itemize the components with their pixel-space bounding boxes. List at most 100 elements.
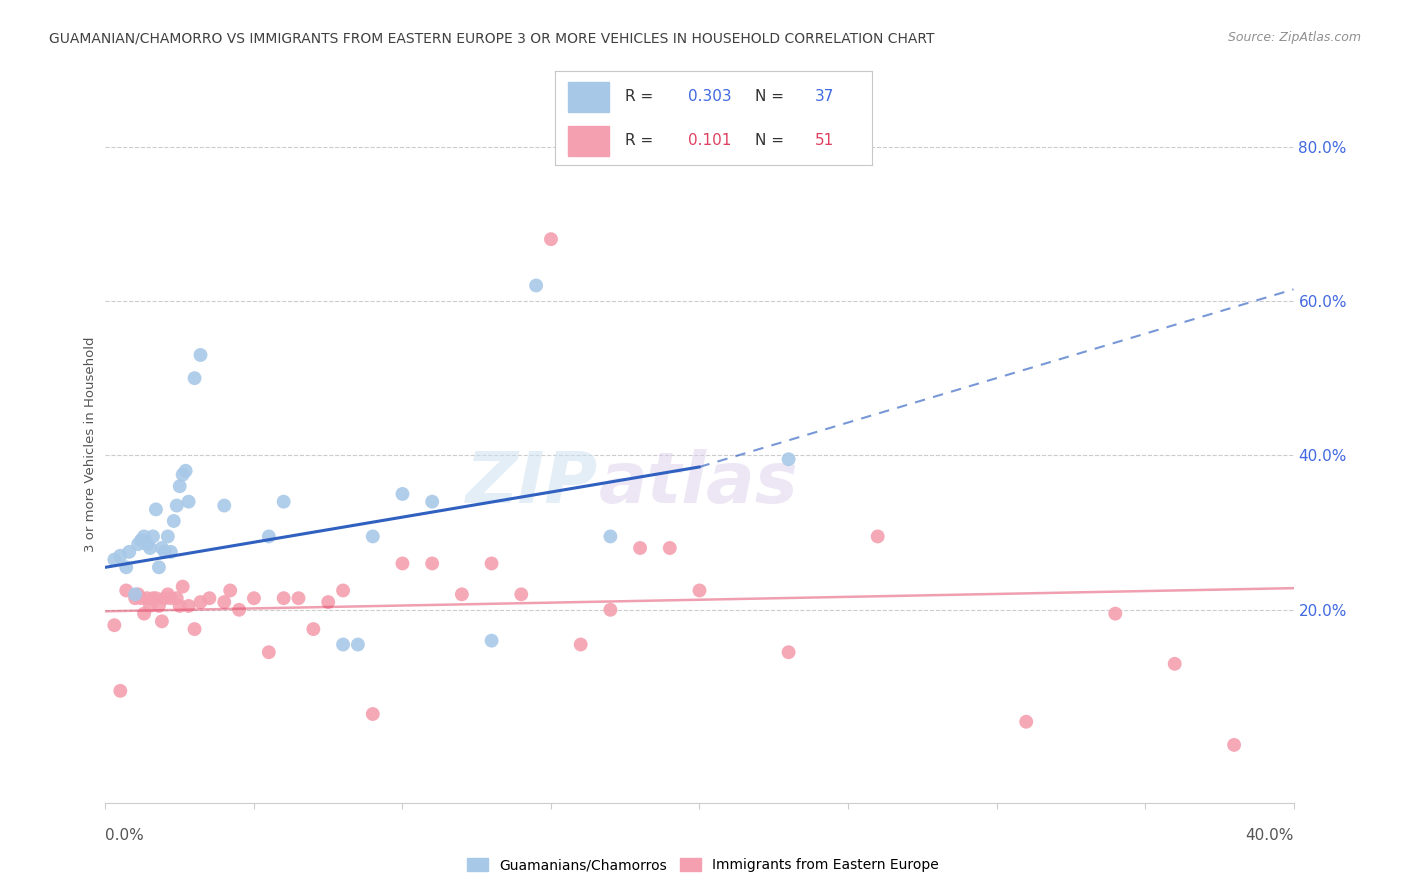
Point: [361, 529, 384, 543]
Point: [628, 541, 651, 555]
Point: [228, 603, 250, 617]
Point: [148, 560, 170, 574]
Text: atlas: atlas: [599, 449, 799, 517]
Point: [183, 371, 205, 385]
Point: [1164, 657, 1187, 671]
Point: [145, 591, 167, 606]
Point: [156, 587, 179, 601]
Point: [139, 599, 162, 613]
Point: [127, 587, 149, 601]
Point: [142, 591, 165, 606]
Point: [148, 599, 170, 613]
Point: [273, 494, 295, 508]
Point: [177, 599, 200, 613]
Text: 0.303: 0.303: [689, 89, 733, 104]
Point: [169, 479, 191, 493]
Point: [599, 529, 621, 543]
Point: [150, 615, 173, 629]
Point: [1015, 714, 1038, 729]
Point: [115, 560, 138, 574]
Point: [569, 638, 592, 652]
Point: [159, 591, 181, 606]
Point: [257, 645, 280, 659]
Point: [124, 591, 146, 606]
Point: [287, 591, 309, 606]
Point: [177, 494, 200, 508]
Text: Source: ZipAtlas.com: Source: ZipAtlas.com: [1227, 31, 1361, 45]
Point: [118, 545, 141, 559]
Point: [481, 557, 503, 571]
Point: [172, 580, 194, 594]
Point: [214, 595, 236, 609]
Point: [190, 348, 212, 362]
Point: [332, 583, 354, 598]
Point: [332, 638, 354, 652]
Point: [124, 587, 146, 601]
Point: [361, 706, 384, 721]
Text: 37: 37: [815, 89, 834, 104]
Point: [115, 583, 138, 598]
Point: [540, 232, 562, 246]
Point: [153, 545, 176, 559]
Text: R =: R =: [624, 89, 658, 104]
Point: [132, 607, 155, 621]
Point: [150, 541, 173, 555]
Point: [420, 557, 443, 571]
Point: [599, 603, 621, 617]
Legend: Guamanians/Chamorros, Immigrants from Eastern Europe: Guamanians/Chamorros, Immigrants from Ea…: [461, 853, 945, 878]
Point: [1223, 738, 1246, 752]
Text: 0.0%: 0.0%: [105, 829, 145, 843]
Y-axis label: 3 or more Vehicles in Household: 3 or more Vehicles in Household: [84, 336, 97, 551]
Point: [132, 529, 155, 543]
Point: [169, 599, 191, 613]
Point: [391, 487, 413, 501]
Point: [198, 591, 221, 606]
Point: [166, 499, 188, 513]
Point: [219, 583, 242, 598]
Point: [778, 452, 800, 467]
Point: [420, 494, 443, 508]
Point: [174, 464, 197, 478]
Point: [103, 618, 125, 632]
Point: [145, 502, 167, 516]
Text: 0.101: 0.101: [689, 133, 731, 148]
Point: [316, 595, 339, 609]
Point: [481, 633, 503, 648]
Bar: [568, 126, 609, 156]
Point: [156, 529, 179, 543]
Point: [1104, 607, 1126, 621]
Point: [139, 541, 162, 555]
Point: [347, 638, 370, 652]
Point: [110, 683, 132, 698]
Text: R =: R =: [624, 133, 664, 148]
Point: [129, 591, 152, 606]
Point: [142, 529, 165, 543]
Bar: [568, 82, 609, 112]
Point: [183, 622, 205, 636]
Point: [103, 552, 125, 566]
Point: [450, 587, 472, 601]
Point: [243, 591, 266, 606]
Point: [214, 499, 236, 513]
Point: [510, 587, 533, 601]
Point: [159, 545, 181, 559]
Text: 40.0%: 40.0%: [1246, 829, 1294, 843]
Point: [136, 537, 159, 551]
Point: [257, 529, 280, 543]
Point: [391, 557, 413, 571]
Point: [658, 541, 681, 555]
Point: [302, 622, 325, 636]
Point: [127, 537, 149, 551]
Text: N =: N =: [755, 133, 789, 148]
Point: [689, 583, 711, 598]
Point: [172, 467, 194, 482]
Point: [136, 591, 159, 606]
Point: [163, 514, 186, 528]
Text: N =: N =: [755, 89, 789, 104]
Point: [110, 549, 132, 563]
Point: [273, 591, 295, 606]
Point: [129, 533, 152, 548]
Point: [778, 645, 800, 659]
Point: [166, 591, 188, 606]
Point: [866, 529, 889, 543]
